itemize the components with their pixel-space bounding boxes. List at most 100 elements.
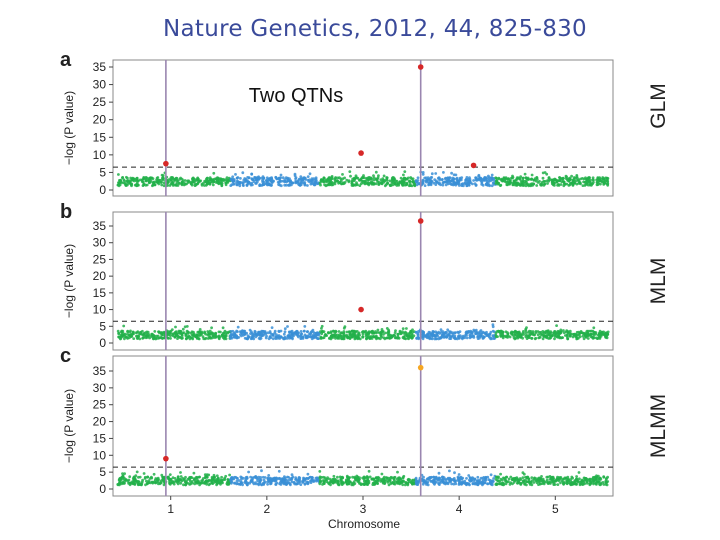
y-tick-label: 20 — [93, 415, 107, 429]
snp-point — [206, 479, 210, 483]
snp-point — [237, 479, 241, 482]
snp-point — [221, 177, 225, 181]
snp-point — [341, 177, 345, 181]
snp-point — [551, 183, 555, 187]
snp-point — [550, 476, 554, 480]
snp-point — [426, 178, 429, 182]
snp-point — [376, 331, 380, 334]
snp-point — [444, 183, 448, 187]
snp-point — [365, 337, 368, 341]
snp-point — [350, 182, 354, 186]
snp-point — [521, 176, 525, 180]
snp-point — [291, 337, 294, 341]
snp-point — [232, 477, 236, 481]
snp-point — [335, 179, 338, 183]
snp-point — [398, 477, 402, 480]
snp-point — [556, 483, 560, 486]
snp-point — [116, 183, 120, 187]
snp-point — [535, 176, 539, 180]
snp-point — [401, 336, 405, 339]
snp-point — [581, 334, 585, 338]
snp-point — [535, 184, 539, 187]
snp-point — [392, 178, 395, 182]
snp-point — [191, 333, 195, 337]
snp-point — [150, 176, 154, 180]
snp-point — [301, 479, 304, 483]
snp-point — [408, 334, 412, 337]
snp-point — [593, 475, 597, 479]
snp-point — [578, 477, 581, 481]
snp-point — [421, 479, 425, 482]
snp-point — [591, 176, 595, 180]
snp-point — [118, 183, 122, 187]
snp-point — [452, 181, 456, 185]
snp-point — [450, 482, 453, 486]
snp-point — [527, 477, 531, 481]
snp-point — [240, 481, 244, 485]
snp-point — [439, 328, 443, 332]
snp-point — [153, 481, 157, 485]
snp-point — [125, 175, 128, 179]
snp-point — [156, 337, 160, 340]
snp-point — [316, 337, 320, 340]
snp-point — [181, 336, 184, 340]
snp-point — [330, 183, 334, 187]
snp-point — [306, 175, 310, 179]
snp-point — [186, 179, 189, 183]
snp-point — [241, 329, 244, 333]
snp-point — [449, 335, 453, 338]
snp-point — [360, 179, 364, 183]
snp-point — [408, 180, 412, 183]
snp-point — [476, 475, 480, 479]
snp-point — [203, 179, 207, 183]
snp-point — [463, 334, 467, 338]
snp-point — [126, 180, 130, 183]
snp-point — [381, 180, 384, 183]
snp-point — [557, 179, 561, 183]
snp-point — [269, 479, 273, 482]
y-tick-label: 25 — [93, 95, 107, 109]
snp-point — [129, 329, 132, 333]
snp-point — [490, 483, 494, 487]
snp-point — [127, 478, 131, 482]
snp-point — [303, 183, 307, 187]
snp-point — [235, 479, 239, 483]
snp-point — [361, 335, 364, 339]
snp-point — [230, 177, 233, 181]
snp-point — [467, 183, 471, 187]
snp-point — [244, 478, 248, 481]
snp-point — [562, 181, 566, 185]
snp-point — [475, 480, 479, 483]
snp-point — [320, 324, 324, 328]
snp-point — [352, 482, 355, 485]
snp-point — [285, 180, 288, 184]
snp-point — [513, 476, 517, 480]
snp-point — [193, 184, 197, 188]
snp-point — [247, 470, 251, 474]
snp-point — [525, 480, 529, 483]
snp-point — [462, 184, 465, 188]
snp-point — [501, 336, 505, 340]
snp-point — [339, 331, 343, 335]
snp-point — [311, 333, 315, 337]
snp-point — [303, 477, 307, 481]
snp-point — [299, 177, 303, 181]
snp-point — [321, 483, 324, 486]
snp-point — [296, 331, 300, 335]
significant-point — [358, 306, 364, 313]
panel-letter-a: a — [60, 49, 72, 71]
snp-point — [465, 184, 469, 188]
snp-point — [509, 475, 513, 479]
snp-point — [232, 332, 236, 335]
snp-point — [314, 476, 318, 480]
snp-point — [514, 336, 518, 340]
snp-point — [415, 183, 419, 187]
snp-point — [532, 481, 536, 484]
snp-point — [480, 178, 484, 182]
snp-point — [421, 173, 425, 176]
snp-point — [170, 328, 174, 331]
snp-point — [438, 336, 441, 340]
snp-point — [291, 181, 294, 185]
snp-point — [460, 336, 464, 339]
snp-point — [225, 331, 228, 334]
